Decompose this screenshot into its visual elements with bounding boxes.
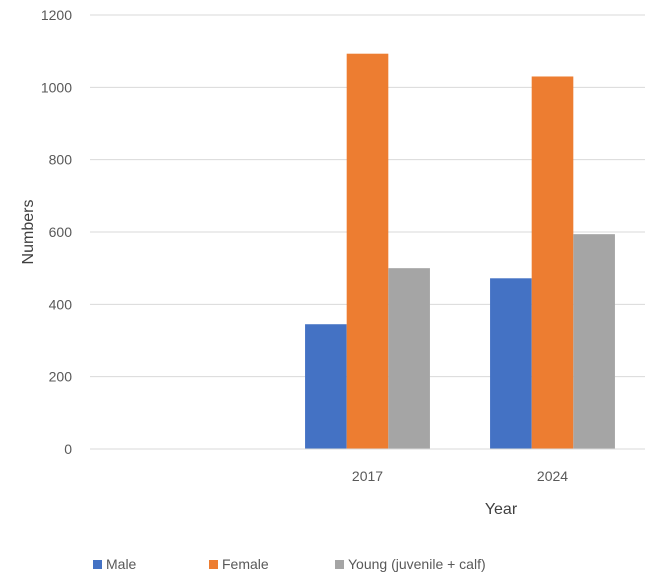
legend-item-young: Young (juvenile + calf) [335,556,486,572]
legend-swatch [93,559,102,569]
y-tick-label: 200 [49,369,73,385]
x-axis-title: Year [485,501,518,518]
bars [90,53,645,450]
y-tick-label: 400 [49,296,73,312]
legend: Male Female Young (juvenile + calf) [0,556,664,576]
legend-item-male: Male [93,556,136,572]
y-tick-labels: 0 200 400 600 800 1000 1200 [41,7,72,457]
legend-item-female: Female [209,556,269,572]
y-axis-title: Numbers [20,200,37,265]
x-tick-label: 2024 [537,468,568,484]
bar-chart: 0 200 400 600 800 1000 1200 2017 2024 Numbers Y… [20,7,645,518]
legend-label: Female [222,556,269,572]
y-tick-label: 0 [64,441,72,457]
x-tick-labels: 2017 2024 [352,468,568,484]
bar-male-2017 [305,324,347,449]
legend-swatch [335,559,344,569]
bar-female-2017 [346,53,389,449]
y-tick-label: 1000 [41,79,72,95]
legend-label: Young (juvenile + calf) [348,556,486,572]
legend-label: Male [106,556,137,572]
y-tick-label: 1200 [41,7,72,23]
bar-female-2024 [531,76,574,449]
bar-young-2017 [388,268,430,449]
legend-swatch [209,559,218,569]
bar-male-2024 [490,278,532,449]
x-tick-label: 2017 [352,468,383,484]
y-tick-label: 800 [49,152,73,168]
y-tick-label: 600 [49,224,73,240]
bar-young-2024 [573,234,615,449]
